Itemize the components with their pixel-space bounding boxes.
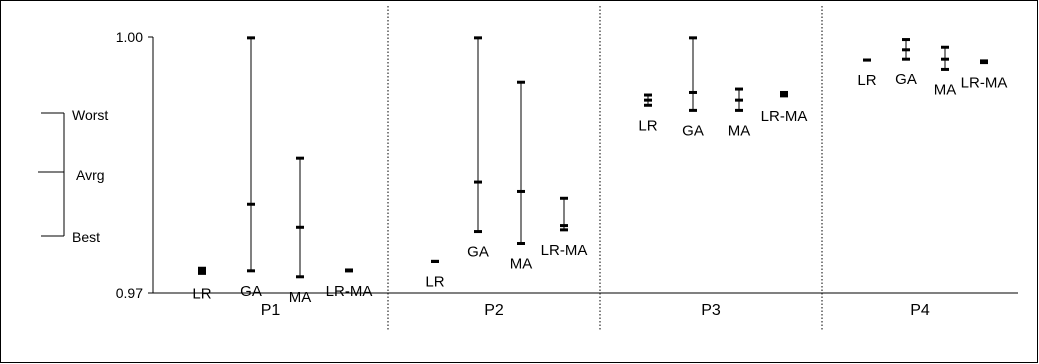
range-bar-lr-ma: LR-MA [761, 90, 808, 125]
legend-worst-label: Worst [72, 107, 108, 123]
range-bar-ga: GA [467, 36, 489, 261]
series-label: LR [192, 285, 211, 302]
series-label: MA [289, 289, 312, 306]
range-bar-ga: GA [240, 36, 262, 300]
range-bar-lr: LR [638, 93, 658, 134]
y-ticks: 0.97 1.00 [116, 29, 153, 301]
range-bar-ma: MA [934, 45, 957, 98]
group-p4: P4 LR GA MA LR-MA [857, 38, 1008, 319]
range-bar-lr-ma: LR-MA [326, 268, 373, 300]
series-label: GA [240, 283, 262, 300]
range-bar-ma: MA [510, 80, 533, 273]
x-tick-label: P4 [910, 302, 930, 319]
range-bar-ga: GA [895, 38, 917, 88]
series-label: MA [510, 256, 533, 273]
legend-best-label: Best [72, 229, 100, 245]
series-label: MA [728, 122, 751, 139]
series-label: LR [425, 273, 444, 290]
x-tick-label: P1 [261, 302, 281, 319]
series-label: LR-MA [326, 283, 373, 300]
series-label: MA [934, 81, 957, 98]
range-bar-lr: LR [857, 58, 877, 89]
series-label: GA [895, 71, 917, 88]
range-bar-lr: LR [425, 259, 445, 290]
range-bar-lr-ma: LR-MA [541, 196, 588, 259]
x-tick-label: P2 [484, 302, 504, 319]
legend-avg-label: Avrg [76, 167, 105, 183]
series-label: LR [857, 72, 876, 89]
y-tick-label: 0.97 [116, 285, 143, 301]
group-separators [387, 6, 823, 330]
legend-key: Worst Avrg Best [38, 107, 108, 245]
y-tick-label: 1.00 [116, 29, 143, 45]
series-label: LR-MA [541, 242, 588, 259]
series-label: GA [467, 244, 489, 261]
series-label: LR [638, 117, 657, 134]
series-label: LR-MA [761, 108, 808, 125]
series-label: GA [682, 122, 704, 139]
range-bar-ma: MA [728, 87, 751, 139]
range-bar-lr: LR [192, 266, 212, 302]
x-tick-label: P3 [701, 302, 721, 319]
range-bar-ma: MA [289, 156, 312, 306]
series-label: LR-MA [961, 75, 1008, 92]
range-bar-lr-ma: LR-MA [961, 59, 1008, 92]
range-bar-ga: GA [682, 36, 704, 139]
group-p3: P3 LR GA MA LR-MA [638, 36, 808, 319]
group-p2: P2 LR GA MA LR-MA [425, 36, 588, 319]
group-p1: P1 LR GA MA LR-MA [192, 36, 373, 319]
